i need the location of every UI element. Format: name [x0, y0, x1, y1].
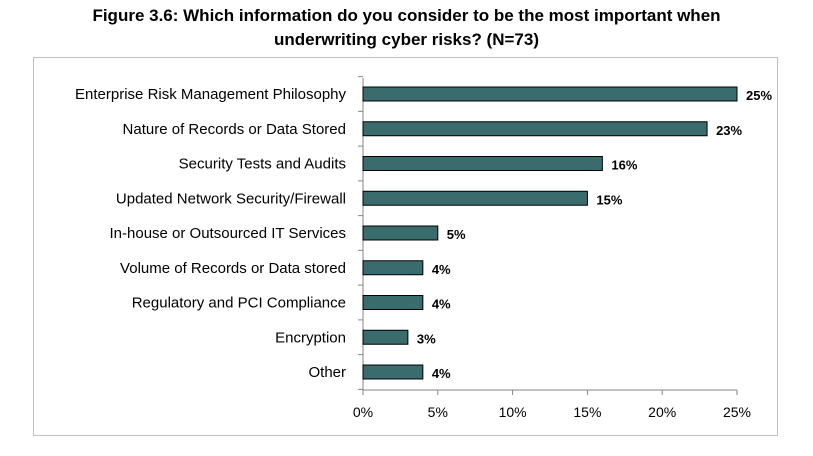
x-tick-label: 10%	[499, 404, 527, 420]
x-tick-label: 0%	[353, 404, 373, 420]
data-label: 4%	[432, 366, 451, 381]
data-label: 23%	[716, 123, 742, 138]
data-label: 15%	[596, 192, 622, 207]
x-tick-label: 5%	[428, 404, 448, 420]
category-label: Security Tests and Audits	[179, 156, 346, 173]
bar	[362, 225, 439, 241]
category-label: Nature of Records or Data Stored	[123, 121, 346, 138]
category-label: Volume of Records or Data stored	[120, 260, 346, 277]
x-tick-label: 15%	[573, 404, 601, 420]
bar	[362, 329, 409, 345]
bar	[362, 86, 738, 102]
bar	[362, 295, 424, 310]
bar	[362, 260, 424, 276]
bar	[362, 121, 708, 137]
bar	[362, 156, 603, 171]
bar	[362, 364, 424, 380]
data-label: 16%	[611, 158, 637, 173]
data-label: 3%	[417, 331, 436, 346]
data-label: 4%	[432, 297, 451, 312]
category-label: Updated Network Security/Firewall	[116, 190, 346, 207]
category-label: Enterprise Risk Management Philosophy	[75, 86, 346, 103]
x-tick-label: 25%	[723, 404, 751, 420]
data-label: 25%	[746, 88, 772, 103]
category-label: Regulatory and PCI Compliance	[132, 295, 346, 312]
category-label: Encryption	[275, 329, 346, 346]
chart-title-line-2: underwriting cyber risks? (N=73)	[274, 30, 539, 49]
chart-title-line-1: Figure 3.6: Which information do you con…	[92, 6, 721, 25]
chart-title: Figure 3.6: Which information do you con…	[0, 4, 813, 52]
bar	[362, 190, 588, 206]
data-label: 4%	[432, 262, 451, 277]
category-label: Other	[308, 364, 346, 381]
chart-frame	[33, 57, 778, 436]
category-label: In-house or Outsourced IT Services	[110, 225, 347, 242]
x-tick-label: 20%	[648, 404, 676, 420]
data-label: 5%	[447, 227, 466, 242]
